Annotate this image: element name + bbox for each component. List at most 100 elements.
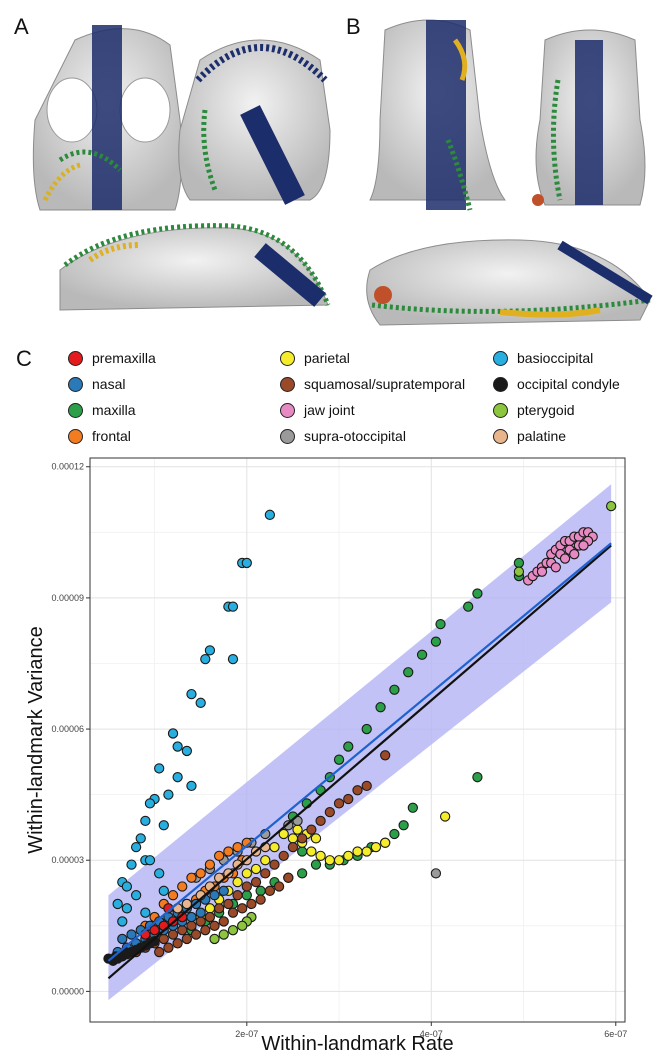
regression-line [107, 542, 612, 962]
series-jaw-joint [522, 527, 598, 586]
skull-a-ventral [178, 39, 331, 205]
data-point [204, 859, 216, 870]
data-point [278, 850, 289, 862]
legend-swatch [280, 428, 295, 444]
data-point [181, 933, 193, 945]
data-point [232, 876, 243, 888]
legend-swatch [68, 376, 83, 392]
data-point [389, 684, 400, 695]
data-point [380, 837, 391, 848]
data-point [255, 885, 266, 896]
data-point [177, 911, 188, 923]
data-points [103, 500, 617, 966]
data-point [260, 855, 271, 866]
x-tick-label: 2e-07 [235, 1029, 258, 1039]
data-point [232, 890, 243, 901]
data-point [416, 649, 428, 660]
data-point [167, 890, 179, 901]
legend-label: basioccipital [517, 350, 594, 366]
data-point [269, 859, 280, 870]
data-point [260, 868, 271, 879]
data-point [130, 841, 142, 853]
legend-swatch [493, 376, 508, 392]
skull-a-dorsal [32, 25, 183, 211]
data-point [163, 789, 174, 800]
scatter-plot: 2e-07 4e-07 6e-07 0.000000.000030.000060.0… [25, 457, 627, 1055]
data-point [310, 833, 322, 844]
legend-item: basioccipital [493, 350, 593, 366]
data-point [315, 815, 326, 827]
data-point [195, 868, 206, 879]
data-point [218, 929, 229, 940]
data-point [310, 859, 322, 870]
data-point [536, 566, 548, 577]
legend-swatch [280, 350, 295, 366]
data-point [237, 903, 248, 914]
data-point [121, 903, 133, 914]
data-point [463, 601, 474, 612]
data-point [292, 824, 303, 835]
data-point [380, 750, 391, 761]
data-point [250, 876, 262, 888]
data-point [246, 898, 257, 910]
data-point [241, 868, 252, 879]
y-tick-label: 0.00009 [51, 593, 84, 603]
y-tick-label: 0.00012 [51, 462, 84, 472]
data-point [241, 557, 252, 569]
data-point [333, 798, 345, 809]
data-point [218, 916, 229, 927]
data-point [352, 846, 363, 857]
series-squamosal-supratemporal [130, 750, 391, 958]
data-point [117, 916, 128, 927]
data-point [204, 903, 216, 914]
data-point [297, 833, 308, 844]
data-point [172, 938, 183, 949]
data-point [195, 697, 206, 708]
data-point [186, 872, 197, 883]
data-point [200, 653, 211, 665]
data-point [439, 811, 451, 822]
legend-swatch [493, 350, 508, 366]
data-point [513, 557, 525, 569]
x-axis-title: Within-landmark Rate [261, 1033, 453, 1055]
data-point [181, 745, 193, 757]
data-point [333, 855, 345, 866]
data-point [177, 881, 188, 892]
legend-item: parietal [280, 350, 350, 366]
data-point [200, 925, 211, 936]
data-point [172, 772, 183, 783]
legend-swatch [68, 350, 83, 366]
data-point [403, 667, 414, 678]
data-point [269, 841, 280, 853]
data-point [213, 850, 225, 862]
legend-item: premaxilla [68, 350, 156, 366]
data-point [361, 780, 372, 792]
data-point [232, 859, 243, 870]
legend-item: pterygoid [493, 402, 575, 418]
legend-label: nasal [92, 376, 126, 392]
data-point [430, 868, 442, 879]
data-point [186, 780, 197, 792]
data-point [209, 890, 220, 901]
data-point [264, 509, 276, 520]
data-point [186, 911, 197, 923]
data-point [213, 903, 225, 914]
data-point [232, 841, 243, 853]
regression-line [107, 544, 612, 980]
data-point [140, 907, 151, 918]
data-point [149, 925, 160, 936]
data-point [343, 850, 354, 862]
skull-b-ventral [532, 29, 646, 206]
data-point [181, 898, 193, 910]
data-point [227, 601, 239, 612]
y-tick-label: 0.00006 [51, 724, 84, 734]
data-point [117, 933, 128, 945]
legend-label: maxilla [92, 402, 136, 418]
data-point [186, 920, 197, 931]
legend-item: jaw joint [280, 402, 355, 418]
data-point [158, 885, 169, 896]
data-point [435, 618, 446, 630]
data-point [223, 846, 234, 857]
legend: premaxilla nasal maxilla frontal parieta… [68, 350, 648, 460]
skull-a-lateral [59, 223, 331, 311]
